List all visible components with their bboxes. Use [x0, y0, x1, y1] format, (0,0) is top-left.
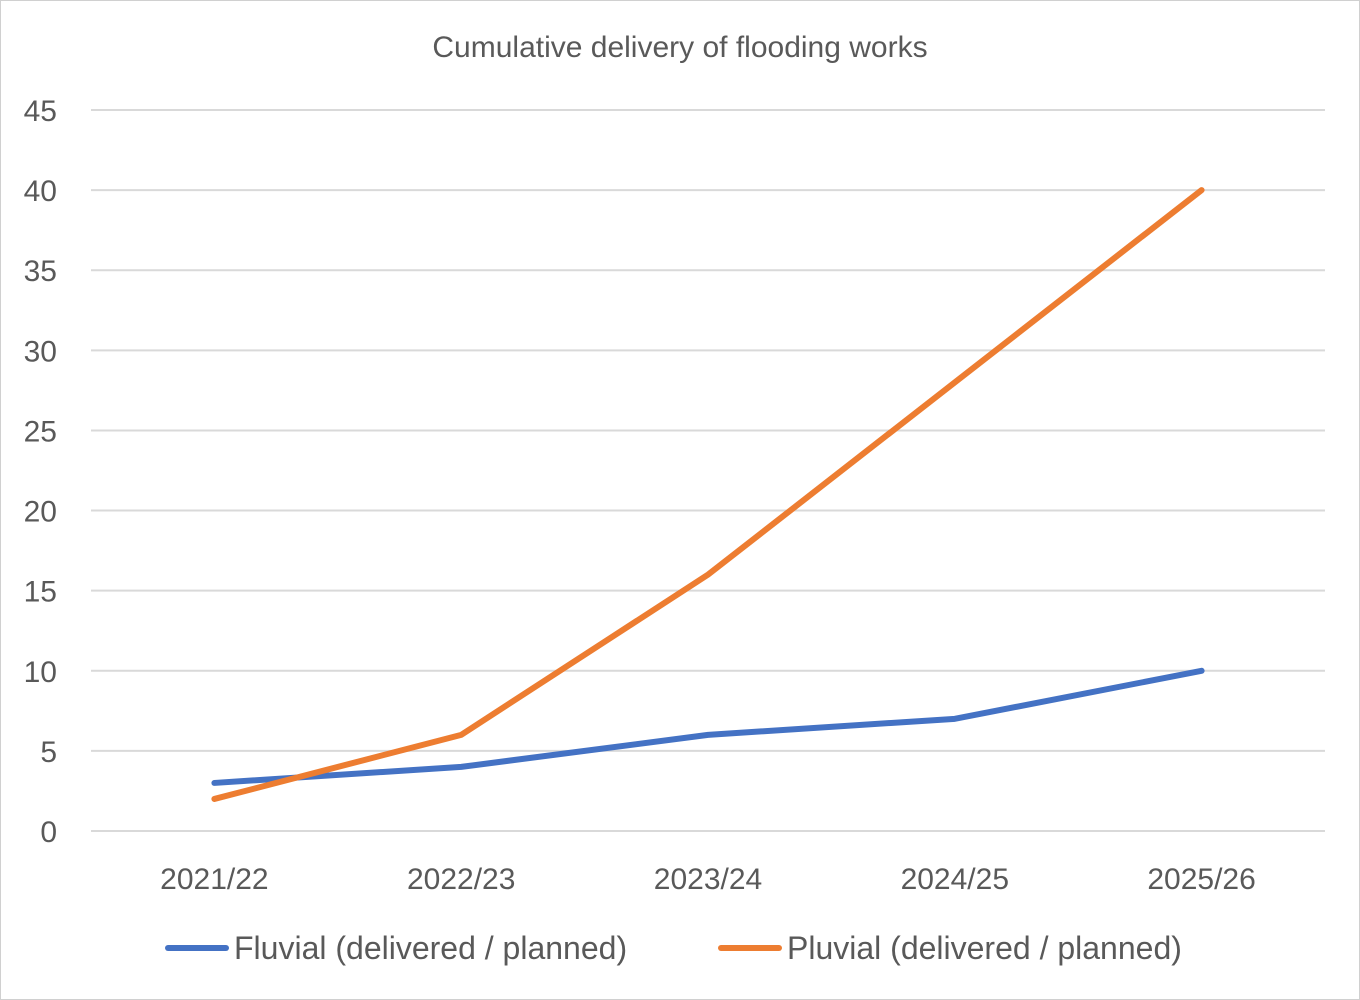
y-axis-tick-labels: 0 5 10 15 20 25 30 35 40 45	[24, 95, 57, 849]
chart-title: Cumulative delivery of flooding works	[432, 31, 927, 64]
y-tick-label: 35	[24, 255, 57, 288]
gridlines	[91, 109, 1325, 832]
y-tick-label: 25	[24, 415, 57, 448]
x-tick-label: 2021/22	[160, 863, 268, 896]
x-tick-label: 2024/25	[901, 863, 1009, 896]
series-line-1	[211, 187, 1205, 802]
y-tick-label: 10	[24, 656, 57, 689]
y-tick-label: 0	[40, 816, 57, 849]
legend-label: Pluvial (delivered / planned)	[787, 930, 1182, 966]
legend: Fluvial (delivered / planned) Pluvial (de…	[165, 930, 1182, 966]
x-axis-tick-labels: 2021/22 2022/23 2023/24 2024/25 2025/26	[160, 863, 1256, 896]
x-tick-label: 2023/24	[654, 863, 762, 896]
y-tick-label: 5	[40, 736, 57, 769]
y-tick-label: 45	[24, 95, 57, 128]
series-lines	[211, 187, 1205, 802]
y-tick-label: 30	[24, 335, 57, 368]
y-tick-label: 15	[24, 576, 57, 609]
x-tick-label: 2025/26	[1147, 863, 1255, 896]
x-tick-label: 2022/23	[407, 863, 515, 896]
y-tick-label: 20	[24, 496, 57, 529]
y-tick-label: 40	[24, 175, 57, 208]
series-line-0	[211, 667, 1205, 786]
legend-label: Fluvial (delivered / planned)	[234, 930, 627, 966]
